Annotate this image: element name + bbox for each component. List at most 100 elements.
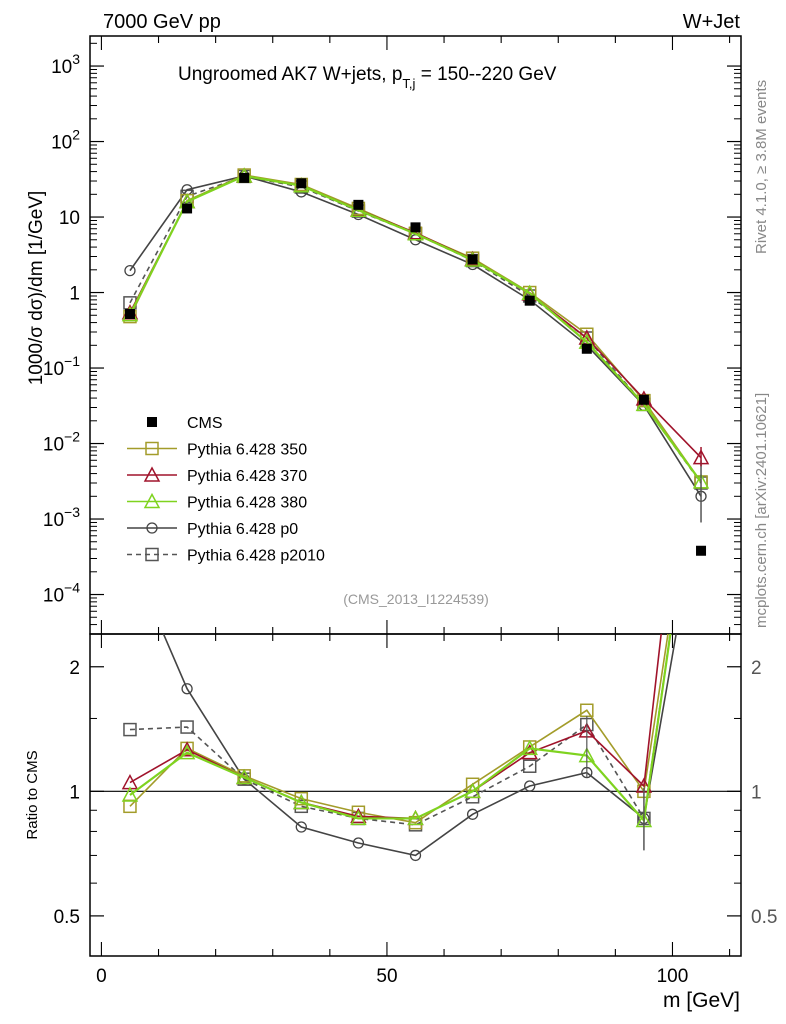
ratio-point-p0 (524, 780, 536, 792)
header-right: W+Jet (683, 11, 741, 33)
tick-base: 10 (43, 586, 64, 607)
ratio-point-380 (121, 786, 139, 802)
main-title-text: Ungroomed AK7 W+jets, p (178, 64, 402, 85)
x-axis-label: m [GeV] (663, 989, 740, 1012)
ratio-point-380 (407, 809, 424, 826)
tick-exponent: −4 (64, 580, 80, 596)
legend-label-cms: CMS (187, 415, 223, 432)
ratio-y-tick-label-right: 0.5 (751, 907, 777, 928)
main-title-subscript: T,j (402, 76, 415, 91)
legend-label-p2010: Pythia 6.428 p2010 (187, 548, 325, 565)
tick-exponent: −2 (64, 429, 80, 445)
ratio-line-p0 (162, 634, 677, 857)
ratio-point-380 (521, 739, 538, 756)
header-left: 7000 GeV pp (103, 11, 221, 33)
ratio-y-tick-label-right: 1 (751, 782, 762, 803)
legend-marker-p0 (146, 522, 158, 534)
cms-data-point (524, 295, 535, 306)
main-y-tick-label: 10−4 (43, 580, 80, 607)
x-tick-label: 100 (657, 966, 689, 987)
cms-data-point (239, 172, 250, 183)
main-y-tick-label: 10−2 (43, 429, 80, 456)
legend-marker-380 (143, 492, 161, 509)
legend-marker-p2010 (145, 547, 159, 562)
legend-label-380: Pythia 6.428 380 (187, 495, 307, 512)
ratio-y-tick-label: 1 (69, 782, 80, 803)
main-y-axis-label: 1000/σ dσ)/dm [1/GeV] (26, 191, 47, 386)
ratio-plot-frame (89, 633, 742, 957)
ratio-y-tick-label-right: 2 (751, 658, 762, 679)
main-y-tick-label: 10 (59, 208, 80, 229)
main-plot-frame (89, 35, 742, 635)
ratio-point-p0 (409, 849, 422, 862)
legend: CMS Pythia 6.428 350 Pythia 6.428 370 Pythi… (127, 415, 325, 565)
ratio-point-380 (178, 744, 196, 760)
main-line-350 (129, 174, 702, 483)
main-y-tick-label: 102 (51, 127, 80, 154)
side-label-top: Rivet 4.1.0, ≥ 3.8M events (753, 80, 770, 254)
legend-label-350: Pythia 6.428 350 (187, 442, 307, 459)
cms-data-point (410, 222, 421, 233)
main-y-tick-label: 10−1 (43, 353, 80, 380)
ratio-point-380 (235, 768, 253, 785)
cms-data-point (467, 254, 478, 265)
legend-marker-350 (145, 441, 159, 456)
ratio-y-tick-label: 2 (69, 658, 80, 679)
ratio-point-370 (350, 807, 367, 824)
cms-data-point (696, 545, 707, 556)
ratio-point-p0 (466, 808, 479, 820)
main-point-380 (407, 225, 424, 241)
x-tick-label: 0 (96, 966, 107, 987)
main-y-tick-label: 1 (69, 284, 80, 305)
legend-label-p0: Pythia 6.428 p0 (187, 521, 298, 538)
ratio-point-380 (293, 793, 310, 810)
main-line-380 (128, 174, 702, 483)
main-point-p0 (124, 264, 136, 277)
side-label-bottom: mcplots.cern.ch [arXiv:2401.10621] (753, 393, 770, 628)
ratio-line-380 (129, 634, 672, 824)
main-title-tail: = 150--220 GeV (415, 64, 556, 85)
ratio-point-p2010 (522, 759, 537, 773)
analysis-label: (CMS_2013_I1224539) (343, 591, 489, 607)
x-tick-label: 50 (376, 966, 397, 987)
cms-data-point (581, 343, 592, 354)
cms-data-point (182, 203, 193, 214)
ratio-point-p0 (295, 821, 307, 833)
ratio-point-380 (464, 782, 481, 799)
ratio-point-370 (178, 741, 196, 757)
ratio-point-p0 (181, 683, 193, 695)
tick-exponent: 2 (72, 127, 80, 143)
cms-data-point (296, 178, 307, 189)
cms-data-point (124, 308, 135, 319)
legend-marker-370 (143, 466, 161, 482)
tick-exponent: 3 (72, 51, 80, 67)
tick-exponent: −3 (64, 504, 80, 520)
tick-base: 10 (51, 133, 72, 154)
x-axis-ticks: 0 50 100 (96, 36, 731, 987)
cms-data-point (638, 394, 649, 405)
legend-label-370: Pythia 6.428 370 (187, 468, 307, 485)
ratio-series-group (121, 634, 677, 862)
ratio-point-p0 (352, 837, 365, 849)
tick-exponent: −1 (64, 353, 80, 369)
ratio-line-p2010 (129, 634, 672, 826)
ratio-point-380 (350, 809, 367, 826)
ratio-y-tick-label: 0.5 (54, 907, 80, 928)
ratio-line-350 (129, 634, 669, 824)
legend-marker-cms (147, 417, 157, 427)
main-series-group (121, 167, 710, 556)
tick-base: 10 (51, 57, 72, 78)
main-title: Ungroomed AK7 W+jets, pT,j = 150--220 Ge… (178, 64, 557, 91)
ratio-point-p2010 (123, 722, 137, 737)
main-y-tick-label: 10−3 (43, 504, 80, 531)
ratio-point-p2010 (180, 720, 194, 734)
ratio-y-axis-label: Ratio to CMS (24, 750, 41, 839)
tick-base: 10 (43, 359, 64, 380)
cms-data-point (353, 199, 364, 210)
tick-base: 10 (43, 435, 64, 456)
ratio-y-ticks: 2 2 1 1 0.5 0.5 (54, 658, 778, 928)
main-y-tick-label: 103 (51, 51, 80, 78)
main-point-350 (637, 393, 651, 408)
